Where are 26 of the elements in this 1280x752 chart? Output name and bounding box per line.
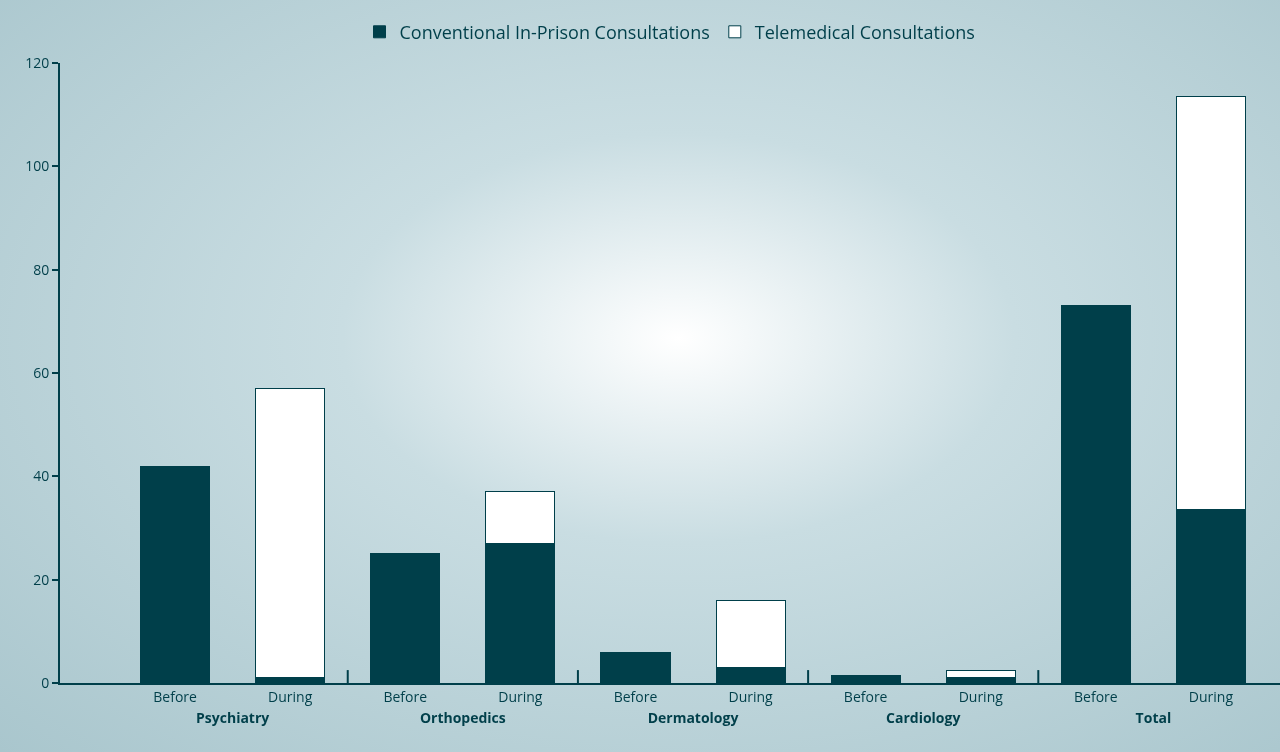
x-tick-label: Before [843,686,888,706]
y-tick-label: 40 [33,466,50,486]
x-tick-label: During [498,686,543,706]
y-tick-label: 80 [33,259,50,279]
text: Orthopedics [419,707,506,727]
legend-label: Conventional In-Prison Consultations [399,19,710,44]
bar [255,388,326,679]
x-tick-label: During [1188,686,1234,706]
x-tick-label: During [728,686,774,706]
y-tick-label: 60 [33,362,50,382]
x-tick-label: Before [153,686,198,706]
y-tick-label: 120 [25,52,50,72]
y-tick-label: 20 [33,569,50,589]
bar [945,669,1016,679]
text: Psychiatry [196,707,270,727]
y-tick-label: 100 [25,156,50,176]
x-tick-label: Before [383,686,428,706]
x-tick-label: Before [1074,686,1118,706]
x-tick-label: Before [613,686,658,706]
x-tick-label: During [958,686,1004,706]
y-tick-label: 0 [41,672,50,692]
text: Cardiology [886,707,961,727]
x-tick-label: During [268,686,313,706]
text: Dermatology [647,707,739,727]
legend-label: Telemedical Consultations [754,19,975,44]
text: Total [1135,707,1172,727]
